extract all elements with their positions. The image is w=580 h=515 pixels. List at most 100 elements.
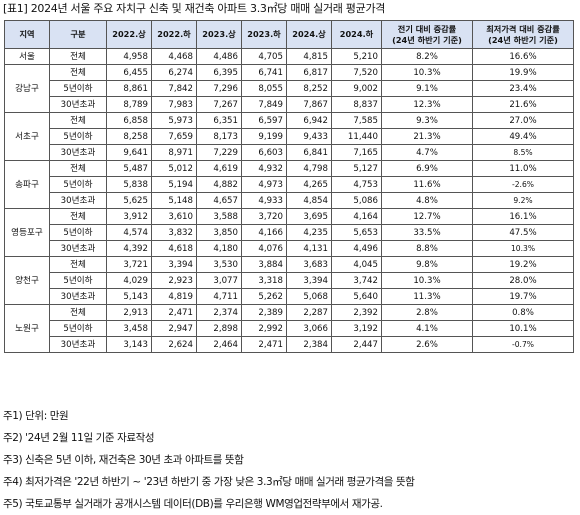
header-row: 지역 구분 2022.상 2022.하 2023.상 2023.하 2024.상…	[4, 20, 574, 49]
table-row: 30년초과 5,143 4,819 4,711 5,262 5,068 5,640 11.3%…	[5, 288, 574, 305]
price-cell: 7,983	[151, 96, 197, 113]
price-cell: 5,653	[331, 224, 382, 241]
price-cell: 4,166	[241, 224, 287, 241]
min-change-cell: 0.8%	[472, 304, 574, 321]
price-cell: 8,258	[106, 128, 152, 145]
price-cell: 6,858	[106, 112, 152, 129]
price-cell: 3,742	[331, 272, 382, 289]
footnote: 주2) '24년 2월 11일 기준 자료작성	[3, 432, 155, 444]
price-cell: 5,127	[331, 160, 382, 177]
min-change-cell: 10.3%	[472, 240, 574, 257]
price-cell: 5,487	[106, 160, 152, 177]
price-cell: 2,389	[241, 304, 287, 321]
prev-change-cell: 9.1%	[381, 80, 473, 97]
price-cell: 3,720	[241, 208, 287, 225]
price-cell: 4,574	[106, 224, 152, 241]
price-cell: 6,274	[151, 64, 197, 81]
price-cell: 7,165	[331, 144, 382, 161]
category-cell: 전체	[49, 48, 107, 65]
price-cell: 5,838	[106, 176, 152, 193]
price-cell: 2,992	[241, 320, 287, 337]
min-change-cell: 10.1%	[472, 320, 574, 337]
category-cell: 전체	[49, 256, 107, 273]
price-cell: 5,210	[331, 48, 382, 65]
price-cell: 7,585	[331, 112, 382, 129]
table-row: 30년초과 8,789 7,983 7,267 7,849 7,867 8,837 12.3%…	[5, 96, 574, 113]
price-cell: 6,455	[106, 64, 152, 81]
price-cell: 6,942	[286, 112, 332, 129]
category-cell: 5년이하	[49, 176, 107, 193]
min-change-cell: 27.0%	[472, 112, 574, 129]
price-cell: 3,458	[106, 320, 152, 337]
table-header: 지역 구분 2022.상 2022.하 2023.상 2023.하 2024.상…	[4, 20, 574, 49]
prev-change-cell: 4.1%	[381, 320, 473, 337]
price-cell: 4,819	[151, 288, 197, 305]
prev-change-cell: 2.8%	[381, 304, 473, 321]
category-cell: 5년이하	[49, 320, 107, 337]
price-cell: 2,624	[151, 336, 197, 353]
price-cell: 4,854	[286, 192, 332, 209]
category-cell: 전체	[49, 208, 107, 225]
price-cell: 4,180	[196, 240, 242, 257]
price-cell: 2,464	[196, 336, 242, 353]
table-row: 30년초과 9,641 8,971 7,229 6,603 6,841 7,165 4.7% 8…	[5, 144, 574, 161]
price-cell: 4,468	[151, 48, 197, 65]
price-cell: 6,603	[241, 144, 287, 161]
prev-change-cell: 11.6%	[381, 176, 473, 193]
price-cell: 8,861	[106, 80, 152, 97]
region-cell: 송파구	[4, 160, 50, 209]
price-cell: 3,912	[106, 208, 152, 225]
header-category: 구분	[49, 20, 107, 49]
table-body: 서울 전체 4,958 4,468 4,486 4,705 4,815 5,210 8.2% 16…	[4, 48, 574, 353]
price-cell: 2,471	[241, 336, 287, 353]
price-cell: 4,486	[196, 48, 242, 65]
prev-change-cell: 21.3%	[381, 128, 473, 145]
price-cell: 3,832	[151, 224, 197, 241]
price-cell: 2,447	[331, 336, 382, 353]
price-cell: 4,711	[196, 288, 242, 305]
price-cell: 4,619	[196, 160, 242, 177]
prev-change-cell: 2.6%	[381, 336, 473, 353]
price-cell: 5,012	[151, 160, 197, 177]
category-cell: 전체	[49, 160, 107, 177]
category-cell: 30년초과	[49, 96, 107, 113]
price-cell: 8,252	[286, 80, 332, 97]
category-cell: 30년초과	[49, 240, 107, 257]
prev-change-cell: 9.3%	[381, 112, 473, 129]
min-change-cell: 16.6%	[472, 48, 574, 65]
header-2023-h2: 2023.하	[241, 20, 287, 49]
min-change-cell: -2.6%	[472, 176, 574, 193]
price-cell: 3,066	[286, 320, 332, 337]
footnote: 주5) 국토교통부 실거래가 공개시스템 데이터(DB)를 우리은행 WM영업전…	[3, 498, 383, 510]
header-min-change: 최저가격 대비 증감률 (24년 하반기 기준)	[472, 20, 574, 49]
price-cell: 4,076	[241, 240, 287, 257]
price-cell: 4,392	[106, 240, 152, 257]
price-cell: 4,618	[151, 240, 197, 257]
category-cell: 5년이하	[49, 272, 107, 289]
price-cell: 8,173	[196, 128, 242, 145]
price-cell: 3,192	[331, 320, 382, 337]
region-cell: 서초구	[4, 112, 50, 161]
prev-change-cell: 8.8%	[381, 240, 473, 257]
price-cell: 5,262	[241, 288, 287, 305]
price-cell: 3,077	[196, 272, 242, 289]
price-cell: 4,705	[241, 48, 287, 65]
price-cell: 4,753	[331, 176, 382, 193]
price-cell: 7,267	[196, 96, 242, 113]
price-cell: 6,841	[286, 144, 332, 161]
price-cell: 4,496	[331, 240, 382, 257]
price-cell: 5,625	[106, 192, 152, 209]
region-cell: 노원구	[4, 304, 50, 353]
price-cell: 5,640	[331, 288, 382, 305]
price-cell: 4,657	[196, 192, 242, 209]
category-cell: 전체	[49, 112, 107, 129]
category-cell: 30년초과	[49, 192, 107, 209]
price-cell: 8,055	[241, 80, 287, 97]
header-2024-h1: 2024.상	[286, 20, 332, 49]
prev-change-cell: 4.7%	[381, 144, 473, 161]
category-cell: 5년이하	[49, 128, 107, 145]
table-row: 5년이하 4,029 2,923 3,077 3,318 3,394 3,742 10.3% 2…	[5, 272, 574, 289]
header-2022-h2: 2022.하	[151, 20, 197, 49]
price-cell: 5,148	[151, 192, 197, 209]
price-cell: 3,850	[196, 224, 242, 241]
